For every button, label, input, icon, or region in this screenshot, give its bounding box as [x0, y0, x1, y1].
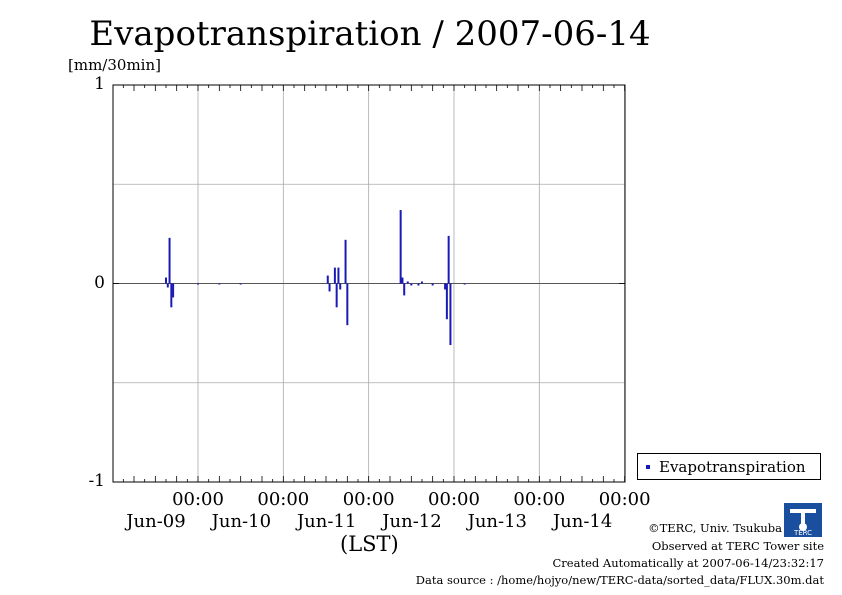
legend-swatch: [646, 464, 650, 469]
data-bar: [399, 210, 402, 284]
footer-created: Created Automatically at 2007-06-14/23:3…: [552, 556, 825, 570]
data-bar: [445, 283, 448, 320]
data-bar: [335, 283, 338, 308]
data-bar: [172, 283, 175, 298]
x-tick-time-label: 00:00: [257, 489, 310, 510]
data-bar: [431, 283, 434, 286]
data-bar: [328, 283, 331, 292]
data-bar: [410, 283, 413, 286]
data-bar: [337, 267, 340, 284]
legend: Evapotranspiration: [637, 453, 821, 480]
y-tick-label: 1: [94, 74, 105, 94]
x-tick-time-label: 00:00: [598, 489, 651, 510]
data-bar: [239, 283, 242, 285]
terc-logo-icon: TERC: [784, 503, 822, 537]
data-bar: [166, 283, 169, 288]
x-tick-date-label: Jun-10: [211, 511, 272, 532]
data-bar: [401, 277, 404, 284]
data-bar: [170, 283, 173, 308]
data-bar: [218, 283, 221, 285]
x-tick-date-label: Jun-14: [552, 511, 613, 532]
data-bar: [346, 283, 349, 326]
data-bar: [420, 281, 423, 284]
data-bar: [333, 267, 336, 284]
data-bar: [449, 283, 452, 346]
x-tick-date-label: Jun-09: [126, 511, 186, 532]
x-tick-date-label: Jun-11: [296, 511, 357, 532]
x-tick-date-label: Jun-12: [382, 511, 442, 532]
data-bar: [344, 239, 347, 284]
footer-copyright: ©TERC, Univ. Tsukuba: [648, 521, 782, 535]
data-bar: [197, 283, 199, 285]
logo-text: TERC: [793, 529, 812, 537]
legend-label: Evapotranspiration: [659, 457, 806, 476]
x-tick-time-label: 00:00: [342, 489, 395, 510]
x-tick-time-label: 00:00: [513, 489, 566, 510]
data-bar: [463, 283, 466, 285]
x-axis-label: (LST): [340, 532, 399, 556]
x-tick-time-label: 00:00: [428, 489, 480, 510]
data-bar: [403, 283, 406, 296]
data-bar: [326, 275, 329, 284]
data-bar: [165, 277, 168, 284]
data-bar: [168, 237, 171, 284]
y-axis-unit-label: [mm/30min]: [68, 56, 161, 74]
data-bar: [339, 283, 342, 290]
footer-source: Data source : /home/hojyo/new/TERC-data/…: [415, 573, 824, 587]
y-tick-label: 0: [94, 272, 105, 293]
x-tick-date-label: Jun-13: [467, 511, 528, 532]
data-bar: [406, 281, 409, 284]
data-bar: [417, 283, 420, 286]
data-bar: [444, 283, 447, 290]
y-tick-label: -1: [88, 471, 105, 491]
x-tick-time-label: 00:00: [172, 489, 224, 510]
data-bar: [447, 235, 450, 284]
footer-observed: Observed at TERC Tower site: [651, 539, 824, 553]
chart-title: Evapotranspiration / 2007-06-14: [89, 14, 651, 54]
